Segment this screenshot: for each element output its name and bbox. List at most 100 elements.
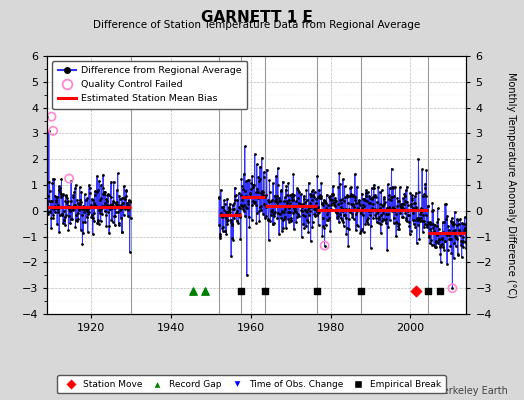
Point [220, 213, 228, 220]
Point [239, 170, 248, 177]
Point [436, 251, 444, 258]
Point [69, 192, 78, 198]
Point [298, 207, 306, 214]
Point [300, 192, 308, 199]
Point [257, 190, 265, 196]
Point [329, 191, 337, 198]
Point [50, 176, 59, 182]
Point [114, 202, 122, 208]
Point [444, 223, 452, 229]
Point [288, 194, 296, 200]
Point [105, 202, 114, 208]
Point [387, 196, 395, 203]
Point [381, 220, 390, 226]
Point [73, 218, 81, 224]
Point [46, 208, 54, 214]
Point [407, 228, 415, 234]
Point [403, 218, 411, 224]
Point [257, 203, 266, 210]
Point [341, 194, 350, 200]
Point [329, 183, 337, 189]
Point [271, 196, 280, 202]
Point [363, 198, 371, 205]
Point [227, 222, 236, 228]
Point [357, 226, 366, 232]
Point [287, 218, 295, 224]
Point [457, 253, 466, 260]
Point [293, 210, 302, 217]
Point [458, 220, 466, 226]
Point [85, 182, 93, 188]
Point [220, 224, 228, 231]
Point [343, 192, 352, 198]
Point [344, 200, 352, 206]
Point [57, 191, 65, 198]
Point [309, 192, 318, 198]
Point [336, 200, 345, 206]
Point [231, 193, 239, 200]
Point [110, 178, 118, 185]
Point [413, 217, 422, 224]
Point [389, 204, 397, 211]
Point [391, 184, 400, 190]
Point [309, 219, 317, 225]
Point [390, 192, 398, 199]
Point [334, 213, 342, 219]
Point [237, 288, 245, 294]
Point [342, 215, 350, 222]
Point [60, 217, 68, 223]
Point [283, 209, 292, 216]
Point [429, 224, 437, 231]
Point [49, 211, 57, 218]
Point [324, 208, 333, 214]
Point [73, 197, 82, 203]
Point [415, 215, 423, 221]
Point [112, 201, 121, 207]
Point [53, 221, 61, 228]
Point [99, 171, 107, 178]
Point [397, 204, 406, 210]
Point [61, 214, 69, 220]
Point [379, 216, 387, 222]
Point [65, 202, 73, 209]
Point [360, 203, 368, 210]
Point [249, 198, 257, 204]
Point [359, 229, 368, 235]
Point [312, 212, 321, 219]
Point [82, 206, 90, 212]
Point [51, 203, 59, 210]
Point [237, 183, 246, 190]
Point [235, 190, 243, 196]
Point [332, 209, 340, 216]
Point [461, 214, 469, 220]
Point [91, 192, 99, 198]
Point [454, 217, 463, 224]
Point [119, 200, 127, 206]
Point [353, 208, 362, 215]
Point [402, 214, 411, 221]
Point [357, 210, 365, 216]
Point [276, 202, 284, 209]
Point [373, 210, 381, 217]
Point [301, 199, 310, 205]
Point [219, 214, 227, 220]
Point [264, 197, 272, 204]
Point [234, 220, 243, 226]
Point [336, 197, 344, 203]
Point [275, 230, 283, 237]
Point [367, 223, 375, 229]
Point [316, 195, 325, 201]
Point [223, 221, 232, 227]
Point [437, 242, 445, 248]
Point [215, 222, 223, 228]
Point [255, 178, 263, 185]
Point [365, 193, 374, 200]
Point [73, 204, 81, 211]
Point [325, 215, 333, 221]
Point [401, 198, 409, 205]
Point [411, 193, 419, 199]
Point [77, 227, 85, 233]
Point [279, 178, 287, 185]
Point [114, 209, 123, 215]
Point [242, 193, 250, 199]
